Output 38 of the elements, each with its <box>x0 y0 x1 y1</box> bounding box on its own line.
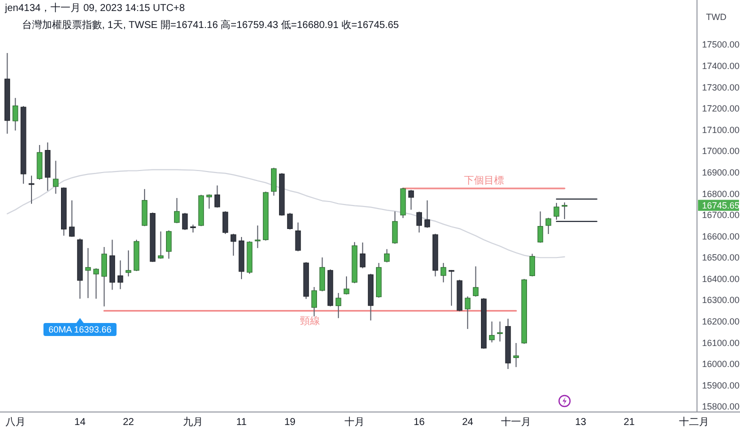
y-tick-label: 16800.00 <box>702 188 740 199</box>
y-tick-label: 17500.00 <box>702 40 740 50</box>
y-tick-label: 17400.00 <box>702 61 740 71</box>
x-tick-label: 九月 <box>183 417 204 428</box>
x-tick-label: 19 <box>284 417 296 428</box>
title: 台灣加權股票指數, 1天, TWSE 開=16741.16 高=16759.43 低=16680.91 收=16745.65 <box>22 20 399 31</box>
x-tick-label: 十一月 <box>501 417 532 428</box>
y-tick-label: 16000.00 <box>702 359 740 370</box>
y-tick-label: 16900.00 <box>702 167 740 178</box>
y-tick-label: 16200.00 <box>702 316 740 326</box>
y-tick-label: 17100.00 <box>702 124 740 135</box>
series-label: 下個目標 <box>464 175 504 186</box>
x-tick-label: 22 <box>122 417 134 428</box>
x-tick-label: 24 <box>462 417 474 428</box>
x-tick-label: 11 <box>236 417 247 428</box>
series-label: 頸線 <box>300 316 320 327</box>
y-tick-label: 15800.00 <box>702 402 740 412</box>
y-tick-label: 17000.00 <box>702 146 740 156</box>
x-tick-label: 13 <box>575 417 586 428</box>
annotation: jen4134，十一月 09, 2023 14:15 UTC+8 <box>5 3 185 14</box>
x-tick-label: 16 <box>414 417 425 428</box>
annotation: 60MA 16393.66 <box>48 324 112 334</box>
y-tick-label: 17200.00 <box>702 104 740 114</box>
x-tick-label: 十月 <box>344 417 365 428</box>
y-tick-label: 15900.00 <box>702 380 740 390</box>
x-tick-label: 十二月 <box>678 417 709 428</box>
x-tick-label: 八月 <box>5 417 26 428</box>
y-tick-label: 16500.00 <box>702 252 740 263</box>
y-tick-label: 17300.00 <box>702 82 740 92</box>
y-axis-title: TWD <box>706 12 726 22</box>
y-tick-label: 16600.00 <box>702 231 740 242</box>
y-tick-label: 16400.00 <box>702 274 740 284</box>
y-tick-label: 16700.00 <box>702 210 740 220</box>
annotation: 16745.65 <box>702 200 740 210</box>
y-tick-label: 16300.00 <box>702 295 740 306</box>
x-tick-label: 14 <box>74 417 86 428</box>
x-tick-label: 21 <box>624 417 635 428</box>
y-tick-label: 16100.00 <box>702 338 740 348</box>
